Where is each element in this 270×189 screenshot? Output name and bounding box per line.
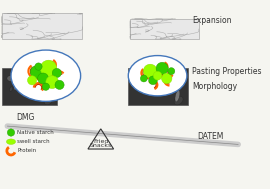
Ellipse shape <box>142 86 151 93</box>
Ellipse shape <box>20 79 26 85</box>
Ellipse shape <box>175 90 180 102</box>
Text: DMG: DMG <box>16 112 35 122</box>
Circle shape <box>28 76 37 85</box>
Ellipse shape <box>148 79 154 85</box>
Ellipse shape <box>9 87 13 91</box>
Circle shape <box>40 60 57 77</box>
Circle shape <box>30 66 43 78</box>
Circle shape <box>7 129 15 136</box>
Ellipse shape <box>11 50 81 101</box>
Ellipse shape <box>44 97 52 105</box>
Ellipse shape <box>7 76 15 81</box>
Circle shape <box>149 76 157 85</box>
Ellipse shape <box>164 69 171 78</box>
Circle shape <box>42 83 49 90</box>
Text: DATEM: DATEM <box>198 132 224 141</box>
Text: swell starch: swell starch <box>17 139 50 144</box>
FancyBboxPatch shape <box>130 19 199 39</box>
Circle shape <box>153 71 162 80</box>
Text: Morphology: Morphology <box>193 82 238 91</box>
Ellipse shape <box>134 76 142 81</box>
Ellipse shape <box>30 74 34 78</box>
Ellipse shape <box>141 84 147 91</box>
Text: Fried: Fried <box>93 139 109 144</box>
FancyBboxPatch shape <box>128 68 188 105</box>
Ellipse shape <box>14 84 19 90</box>
Circle shape <box>156 62 168 74</box>
FancyBboxPatch shape <box>2 68 57 105</box>
Ellipse shape <box>128 56 187 96</box>
Text: Expansion: Expansion <box>193 16 232 25</box>
Circle shape <box>161 73 172 84</box>
Circle shape <box>55 80 64 89</box>
Ellipse shape <box>149 77 157 87</box>
Ellipse shape <box>45 91 50 101</box>
Ellipse shape <box>137 87 140 91</box>
Ellipse shape <box>25 72 29 75</box>
Circle shape <box>140 75 147 82</box>
FancyBboxPatch shape <box>2 13 82 39</box>
Circle shape <box>52 68 61 77</box>
Ellipse shape <box>6 139 16 144</box>
Circle shape <box>38 73 49 84</box>
Ellipse shape <box>15 86 23 93</box>
Ellipse shape <box>35 69 41 78</box>
Text: Snacks: Snacks <box>90 143 112 149</box>
Circle shape <box>46 76 59 88</box>
Ellipse shape <box>176 86 182 91</box>
Ellipse shape <box>174 96 183 105</box>
Circle shape <box>168 68 175 75</box>
Text: Native starch: Native starch <box>17 130 54 135</box>
Ellipse shape <box>46 86 52 91</box>
Circle shape <box>143 64 157 78</box>
Text: Protein: Protein <box>17 148 36 153</box>
Ellipse shape <box>158 74 163 78</box>
Text: Pasting Properties: Pasting Properties <box>193 67 262 76</box>
Ellipse shape <box>21 77 28 86</box>
Circle shape <box>35 63 42 70</box>
Ellipse shape <box>153 72 158 75</box>
